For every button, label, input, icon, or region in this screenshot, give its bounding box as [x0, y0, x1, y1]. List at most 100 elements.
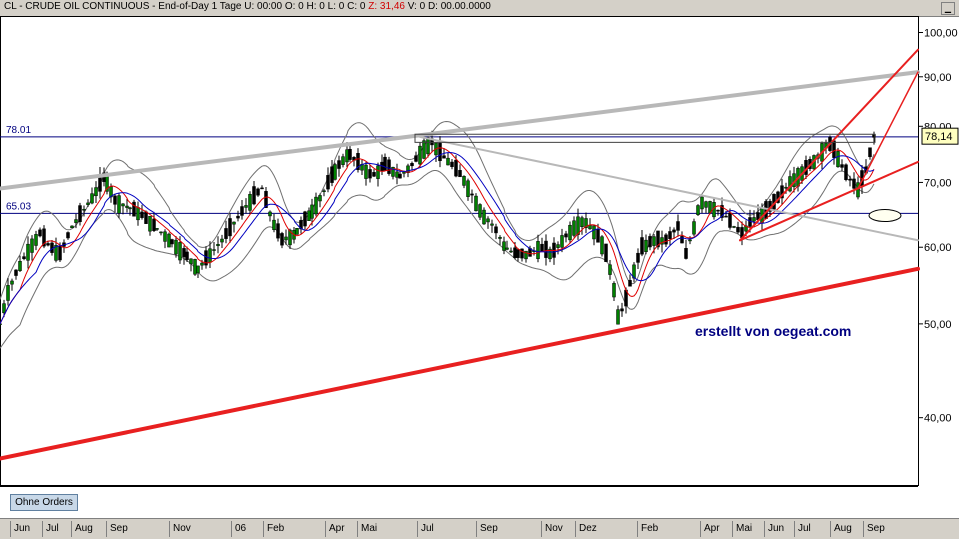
- candle-body: [113, 195, 117, 205]
- x-axis-separator: [357, 521, 358, 537]
- candle-body: [668, 231, 672, 239]
- candle-body: [299, 220, 303, 230]
- candle-body: [244, 205, 248, 208]
- candle-body: [536, 241, 540, 259]
- candle-body: [462, 176, 466, 186]
- chart-title-bar: CL - CRUDE OIL CONTINUOUS - End-of-Day 1…: [0, 0, 959, 17]
- candle-body: [840, 164, 844, 168]
- x-axis-separator: [863, 521, 864, 537]
- candle-body: [326, 175, 330, 190]
- x-axis-separator: [169, 521, 170, 537]
- x-axis-separator: [764, 521, 765, 537]
- candle-body: [720, 205, 724, 218]
- x-tick-label: Sep: [110, 523, 128, 534]
- candle-body: [600, 236, 604, 255]
- x-tick-label: Jul: [798, 523, 811, 534]
- candle-body: [307, 210, 311, 221]
- candle-body: [478, 204, 482, 218]
- candle-body: [140, 211, 144, 218]
- candle-body: [454, 159, 458, 177]
- resistance-box: [414, 133, 876, 143]
- candle-body: [193, 259, 197, 275]
- candle-body: [470, 193, 474, 196]
- candle-body: [672, 229, 676, 233]
- candle-body: [90, 193, 94, 204]
- trendline: [739, 160, 919, 242]
- candle-body: [580, 217, 584, 227]
- candle-body: [572, 220, 576, 236]
- candle-body: [152, 218, 156, 231]
- candle-body: [568, 224, 572, 241]
- x-tick-label: Mai: [361, 523, 378, 534]
- candle-body: [280, 233, 284, 246]
- x-axis-separator: [637, 521, 638, 537]
- candle-body: [117, 195, 121, 214]
- trendline: [0, 266, 920, 461]
- candle-body: [136, 207, 140, 221]
- x-tick-label: Jun: [768, 523, 785, 534]
- candle-body: [364, 164, 368, 179]
- candle-body: [78, 205, 82, 223]
- candle-body: [640, 237, 644, 255]
- candle-body: [284, 236, 288, 241]
- x-axis-separator: [10, 521, 11, 537]
- date-value: D: 00.00.0000: [427, 1, 491, 12]
- watermark-text: erstellt von oegeat.com: [695, 323, 851, 339]
- candle-body: [832, 140, 836, 158]
- candle-body: [509, 250, 513, 253]
- x-tick-label: Feb: [267, 523, 285, 534]
- candle-body: [584, 218, 588, 229]
- candle-body: [426, 138, 430, 155]
- candle-body: [18, 260, 22, 271]
- candle-body: [716, 209, 720, 212]
- candle-body: [652, 236, 656, 246]
- trendline: [857, 71, 919, 190]
- candle-body: [608, 264, 612, 275]
- candle-body: [383, 156, 387, 171]
- x-tick-label: Sep: [867, 523, 885, 534]
- candle-body: [612, 283, 616, 298]
- candle-body: [185, 251, 189, 260]
- candle-body: [736, 226, 740, 233]
- candle-body: [58, 246, 62, 261]
- ohne-orders-button[interactable]: Ohne Orders: [10, 494, 78, 511]
- candle-body: [482, 209, 486, 225]
- candle-body: [159, 231, 163, 234]
- candle-body: [660, 237, 664, 245]
- candle-body: [74, 219, 78, 223]
- x-axis-separator: [575, 521, 576, 537]
- candle-body: [337, 160, 341, 169]
- candle-body: [544, 240, 548, 258]
- x-tick-label: Jul: [46, 523, 59, 534]
- candle-body: [216, 244, 220, 247]
- price-chart[interactable]: 100,00 90,00 80,00 70,00 60,00 50,00 40,00 78.0…: [0, 16, 959, 486]
- candle-body: [228, 218, 232, 237]
- candle-body: [10, 280, 14, 285]
- x-axis-separator: [541, 521, 542, 537]
- minimize-button[interactable]: ▁: [941, 2, 955, 15]
- candle-body: [128, 207, 132, 210]
- open-value: O: 0: [284, 1, 304, 12]
- candle-body: [684, 248, 688, 259]
- horizontal-line-label: 65.03: [6, 201, 31, 212]
- candle-body: [402, 171, 406, 174]
- x-tick-label: Sep: [480, 523, 498, 534]
- candle-body: [700, 196, 704, 210]
- candle-body: [560, 235, 564, 248]
- candle-body: [260, 187, 264, 190]
- candle-body: [54, 245, 58, 261]
- trendline: [0, 70, 920, 191]
- candle-body: [636, 252, 640, 263]
- x-tick-label: Aug: [75, 523, 93, 534]
- candle-body: [836, 151, 840, 168]
- trendline: [739, 48, 919, 242]
- candle-body: [410, 163, 414, 167]
- candle-body: [596, 228, 600, 243]
- horizontal-line-label: 78.01: [6, 125, 31, 136]
- time-value: U: 00:00: [244, 1, 283, 12]
- candle-body: [212, 249, 216, 251]
- candle-body: [182, 248, 186, 258]
- candle-body: [330, 166, 334, 183]
- x-tick-label: Jun: [14, 523, 31, 534]
- candle-body: [450, 161, 454, 167]
